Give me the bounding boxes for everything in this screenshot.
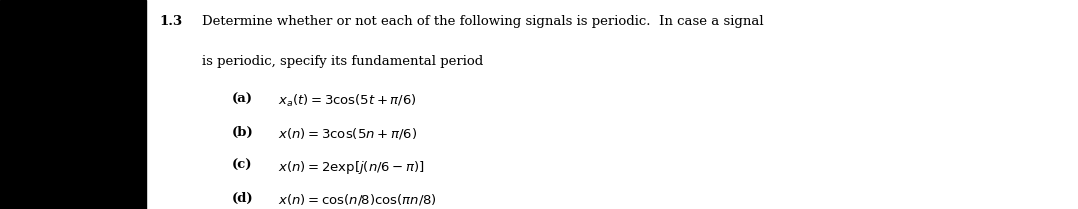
Bar [0, 0, 146, 209]
Text: (c): (c) [232, 159, 252, 172]
Text: $x(n) = \cos(n/8)\cos(\pi n/8)$: $x(n) = \cos(n/8)\cos(\pi n/8)$ [278, 192, 437, 207]
Text: (b): (b) [232, 126, 253, 139]
Text: Determine whether or not each of the following signals is periodic.  In case a s: Determine whether or not each of the fol… [202, 15, 763, 28]
Text: $x(n) = 3\cos(5n + \pi/6)$: $x(n) = 3\cos(5n + \pi/6)$ [278, 126, 417, 141]
Text: (d): (d) [232, 192, 253, 205]
Text: (a): (a) [232, 93, 252, 106]
Text: is periodic, specify its fundamental period: is periodic, specify its fundamental per… [202, 55, 483, 68]
Text: $x_a(t) = 3\cos(5t + \pi/6)$: $x_a(t) = 3\cos(5t + \pi/6)$ [278, 93, 417, 109]
Text: $x(n) = 2\exp[j(n/6 - \pi)]$: $x(n) = 2\exp[j(n/6 - \pi)]$ [278, 159, 425, 176]
Text: 1.3: 1.3 [160, 15, 182, 28]
